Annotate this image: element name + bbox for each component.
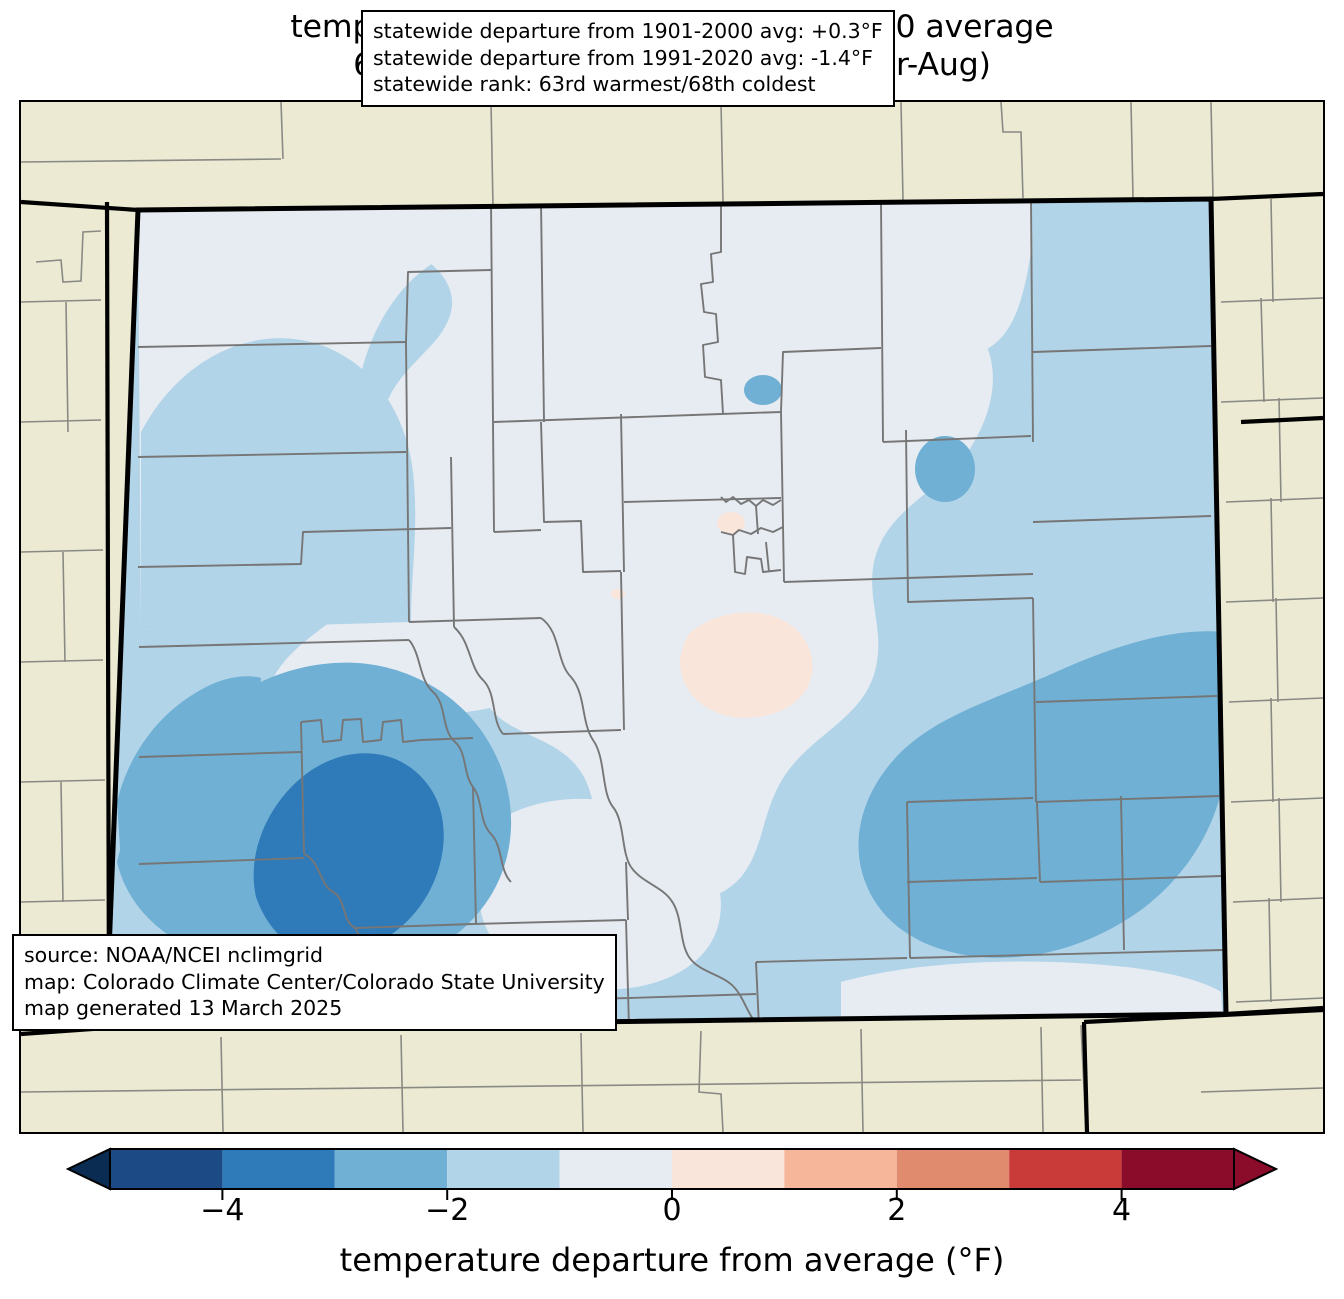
colorbar-band-group bbox=[65, 1147, 1279, 1191]
colorbar-band bbox=[334, 1149, 448, 1189]
colorbar: −4 −2 0 2 4 temperature departure from avera… bbox=[0, 1141, 1344, 1299]
colorbar-axis-label: temperature departure from average (°F) bbox=[339, 1241, 1005, 1279]
stats-line-2: statewide departure from 1991-2020 avg: … bbox=[373, 45, 873, 70]
colorbar-band bbox=[1121, 1149, 1234, 1189]
band-zero-plus1-denver-south bbox=[679, 612, 813, 718]
colorado-state-border bbox=[103, 196, 1229, 1031]
colorbar-tick-label: 0 bbox=[662, 1193, 682, 1228]
band-zero-plus1-tiny-spot bbox=[611, 589, 625, 599]
colorbar-tick-label: −4 bbox=[200, 1193, 245, 1228]
colorbar-band bbox=[559, 1149, 672, 1189]
band-minus1-zero-central bbox=[448, 261, 993, 902]
colorbar-tick-labels: −4 −2 0 2 4 bbox=[0, 1193, 1344, 1237]
band-minus3-minus2-southeast bbox=[858, 631, 1226, 958]
colorbar-band bbox=[1009, 1149, 1122, 1189]
colorbar-band bbox=[222, 1149, 335, 1189]
source-line-1: source: NOAA/NCEI nclimgrid bbox=[24, 943, 324, 967]
colorbar-swatches bbox=[65, 1147, 1279, 1200]
band-zero-plus1-boulder-spot bbox=[717, 512, 745, 534]
source-line-2: map: Colorado Climate Center/Colorado St… bbox=[24, 969, 605, 994]
colorbar-band bbox=[896, 1149, 1010, 1189]
colorbar-band bbox=[784, 1149, 897, 1189]
source-line-3: map generated 13 March 2025 bbox=[24, 996, 343, 1021]
colorbar-tick-group bbox=[221, 1189, 1123, 1200]
band-minus4-minus3-core bbox=[253, 753, 444, 957]
colorbar-tick-label: 4 bbox=[1112, 1193, 1132, 1228]
stats-line-3: statewide rank: 63rd warmest/68th coldes… bbox=[373, 72, 816, 97]
band-minus3-minus2-northeast-spot bbox=[915, 436, 975, 502]
band-minus3-minus2-southwest-ext bbox=[117, 676, 261, 862]
colorbar-under-arrow bbox=[65, 1147, 111, 1191]
band-minus3-minus2-northcentral-spot bbox=[744, 375, 782, 405]
colorbar-over-arrow bbox=[1233, 1147, 1279, 1191]
colorbar-tick-label: 2 bbox=[887, 1193, 907, 1228]
stats-line-1: statewide departure from 1901-2000 avg: … bbox=[373, 19, 883, 43]
source-attribution-box: source: NOAA/NCEI nclimgrid map: Colorad… bbox=[12, 934, 617, 1031]
statewide-stats-box: statewide departure from 1901-2000 avg: … bbox=[361, 10, 895, 107]
temperature-departure-field bbox=[106, 199, 1226, 1028]
colorbar-band bbox=[110, 1149, 223, 1189]
colorbar-band bbox=[672, 1149, 785, 1189]
band-minus3-minus2-southeast-lobe bbox=[1103, 762, 1226, 857]
colorbar-tick-label: −2 bbox=[425, 1193, 470, 1228]
band-minus2-minus1-northwest-bulge bbox=[141, 338, 416, 630]
colorbar-band bbox=[447, 1149, 560, 1189]
